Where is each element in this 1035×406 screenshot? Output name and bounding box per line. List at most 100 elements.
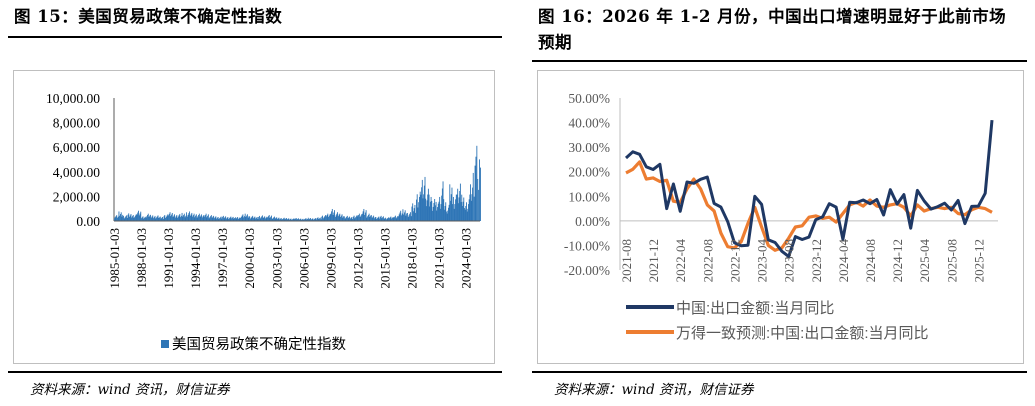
data-bar [446, 213, 448, 221]
data-bar [264, 216, 266, 221]
data-bar [314, 218, 316, 221]
data-bar [429, 206, 431, 221]
data-bar [401, 213, 403, 221]
data-bar [301, 219, 303, 221]
data-bar [326, 214, 328, 221]
data-bar [393, 217, 395, 221]
data-bar [441, 195, 443, 221]
data-bar [216, 218, 218, 221]
data-bar [434, 205, 436, 221]
data-bar [349, 218, 351, 221]
data-bar [454, 204, 456, 221]
data-bar [305, 218, 307, 221]
data-bar [249, 218, 251, 221]
data-bar [243, 216, 245, 221]
title-rule [532, 60, 1027, 62]
data-bar [473, 196, 475, 221]
data-bar [443, 209, 445, 221]
data-bar [468, 204, 469, 221]
data-bar [156, 217, 157, 221]
data-bar [389, 217, 391, 221]
data-bar [210, 215, 212, 221]
data-bar [335, 215, 337, 221]
data-bar [309, 218, 311, 221]
data-bar [343, 216, 345, 221]
data-bar [359, 216, 361, 221]
data-bar [266, 216, 268, 221]
data-bar [199, 216, 201, 221]
data-bar [334, 216, 336, 221]
data-bar [177, 216, 179, 221]
data-bar [349, 216, 351, 221]
data-bar [438, 201, 440, 221]
data-bar [265, 217, 267, 221]
data-bar [168, 213, 170, 221]
data-bar [471, 194, 473, 221]
data-bar [249, 216, 251, 221]
data-bar [136, 214, 138, 221]
legend-label: 中国:出口金额:当月同比 [676, 300, 834, 317]
data-bar [204, 216, 206, 221]
data-bar [147, 213, 149, 221]
data-bar [259, 218, 261, 221]
data-bar [430, 196, 432, 221]
data-bar [463, 208, 465, 221]
data-bar [231, 217, 233, 221]
data-bar [410, 216, 412, 221]
x-tick-label: 1988-01-03 [134, 228, 149, 289]
data-bar [373, 218, 375, 221]
data-bar [201, 214, 203, 221]
data-bar [278, 217, 280, 221]
data-bar [400, 215, 402, 221]
data-bar [193, 213, 195, 221]
data-bar [127, 214, 129, 221]
data-bar [132, 216, 133, 221]
data-bar [477, 178, 479, 221]
data-bar [268, 214, 270, 221]
data-bar [120, 214, 121, 221]
data-bar [457, 188, 459, 221]
data-bar [390, 216, 392, 221]
data-bar [283, 218, 284, 221]
data-bar [145, 217, 147, 221]
data-bar [478, 189, 480, 221]
legend-label: 万得一致预测:中国:出口金额:当月同比 [676, 325, 929, 342]
data-bar [455, 199, 457, 221]
data-bar [211, 217, 213, 221]
data-bar [412, 203, 414, 221]
data-bar [286, 219, 288, 221]
data-bar [313, 219, 314, 221]
data-bar [338, 214, 340, 221]
data-bar [240, 217, 242, 221]
x-tick-label: 2009-01-03 [323, 228, 338, 289]
y-tick-label: 2,000.00 [53, 189, 101, 204]
data-bar [295, 218, 296, 221]
data-bar [284, 219, 286, 221]
data-bar [313, 219, 315, 221]
data-bar [474, 165, 476, 221]
data-bar [215, 216, 217, 221]
data-bar [379, 218, 381, 221]
data-bar [117, 216, 119, 221]
data-bar [468, 199, 470, 221]
data-bar [391, 217, 393, 221]
data-bar [368, 213, 370, 221]
data-bar [425, 198, 427, 221]
data-bar [131, 217, 133, 221]
legend-swatch [161, 340, 169, 348]
data-bar [420, 194, 422, 221]
data-bar [456, 194, 458, 221]
data-bar [271, 215, 272, 221]
data-bar [315, 218, 317, 221]
data-bar [316, 219, 317, 221]
data-bar [271, 218, 273, 221]
data-bar [312, 218, 314, 221]
data-bar [264, 218, 266, 221]
data-bar [126, 217, 128, 221]
data-bar [237, 218, 239, 221]
data-bar [240, 216, 242, 221]
data-bar [452, 204, 454, 221]
data-bar [186, 212, 188, 221]
data-bar [261, 215, 263, 221]
data-bar [453, 208, 455, 221]
